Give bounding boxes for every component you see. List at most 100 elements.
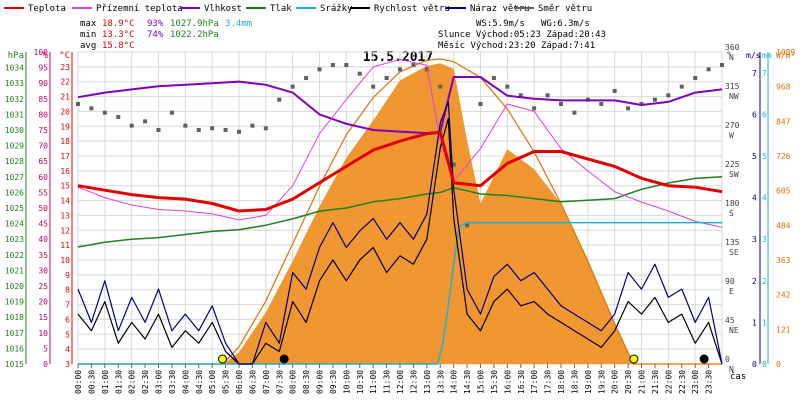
legend-label: Směr větru	[538, 4, 592, 14]
axis-tick-label: 4	[65, 345, 70, 354]
wind-direction-point	[532, 106, 537, 111]
wind-direction-point	[626, 106, 631, 111]
chart-title: 15.5.2017	[363, 50, 433, 65]
axis-tick-label: 7	[752, 69, 757, 78]
wind-direction-point	[76, 102, 80, 106]
axis-tick-label: 1023	[5, 235, 24, 244]
legend-label: Rychlost větru	[374, 4, 450, 14]
axis-tick-label: 9	[65, 271, 70, 280]
axis-tick-label: 4	[762, 194, 767, 203]
x-tick-label: 04:00	[181, 370, 190, 394]
legend-label: Náraz větru	[470, 4, 530, 14]
axis-tick-label: 3	[65, 360, 70, 369]
axis-tick-label: 23	[60, 63, 70, 72]
axis-tick-label: 35	[38, 251, 48, 260]
axis-tick-label: 10	[38, 329, 48, 338]
wind-direction-point	[572, 110, 577, 115]
axis-title: °	[726, 51, 731, 61]
x-tick-label: 14:00	[450, 370, 459, 394]
axis-dir-label: SE	[729, 248, 739, 257]
axis-tick-label: 1026	[5, 188, 24, 197]
legend-label: Srážky	[320, 4, 353, 14]
x-tick-label: 12:30	[409, 370, 418, 394]
axis-tick-label: 605	[776, 187, 791, 196]
wind-direction-point	[277, 97, 282, 102]
series-temperature-line	[77, 130, 723, 213]
x-tick-label: 12:00	[396, 370, 405, 394]
axis-tick-label: 15	[38, 313, 48, 322]
axis-tick-label: 1034	[5, 64, 24, 73]
wind-direction-point	[411, 63, 416, 67]
moon-marker	[699, 354, 709, 364]
x-tick-label: 11:00	[369, 370, 378, 394]
axis-title: hPa	[8, 51, 24, 61]
x-tick-label: 22:30	[678, 370, 687, 394]
axis-tick-label: 1	[752, 318, 757, 327]
x-tick-label: 10:30	[356, 370, 365, 394]
axis-tick-label: 75	[38, 126, 48, 135]
x-tick-label: 02:00	[128, 370, 137, 394]
wind-direction-point	[438, 84, 443, 89]
axis-tick-label: 1031	[5, 110, 24, 119]
stat-max-rain: 3.4mm	[225, 19, 252, 29]
wind-direction-point	[666, 93, 671, 98]
series-rain-line	[78, 221, 722, 365]
axis-tick-label: 20	[38, 298, 48, 307]
stat-max-label: max	[80, 19, 97, 29]
wind-direction-point	[317, 67, 322, 72]
axis-tick-label: 17	[60, 152, 70, 161]
sun-marker	[217, 354, 227, 364]
x-tick-label: 23:00	[691, 370, 700, 394]
axis-tick-label: 1033	[5, 79, 24, 88]
axis-dir-label: NW	[729, 92, 739, 101]
wind-direction-point	[371, 84, 376, 89]
axis-tick-label: 60	[38, 173, 48, 182]
axis-tick-label: 11	[60, 241, 70, 250]
wind-direction-point	[237, 129, 241, 134]
axis-tick-label: 70	[38, 142, 48, 151]
x-tick-label: 19:30	[597, 370, 606, 394]
x-tick-label: 02:30	[141, 370, 150, 394]
x-tick-label: 01:00	[101, 370, 110, 394]
wind-direction-point	[384, 76, 389, 80]
wind-direction-point	[250, 123, 255, 128]
axis-tick-label: 360	[725, 43, 740, 52]
axis-tick-label: 21	[60, 93, 70, 102]
wind-direction-point	[116, 115, 121, 119]
wind-direction-point	[156, 128, 161, 132]
axis-tick-label: 40	[38, 235, 48, 244]
axis-tick-label: 484	[776, 221, 791, 230]
axis-title: W/m²	[776, 51, 795, 60]
wind-direction-point	[304, 76, 309, 80]
axis-tick-label: 0	[752, 360, 757, 369]
axis-tick-label: 16	[60, 167, 70, 176]
axis-tick-label: 1032	[5, 95, 24, 104]
wind-direction-point	[330, 63, 335, 67]
wind-direction-point	[599, 102, 604, 106]
axis-tick-label: 1025	[5, 204, 24, 213]
wind-direction-point	[102, 110, 107, 115]
x-tick-label: 20:00	[611, 370, 620, 394]
wind-direction-point	[398, 67, 402, 72]
stat-sun: Slunce Východ:05:23 Západ:20:43	[438, 30, 606, 40]
wind-direction-point	[89, 106, 94, 111]
x-tick-label: 05:30	[222, 370, 231, 394]
series-theoretical-radiation-line	[78, 58, 722, 365]
axis-tick-label: 270	[725, 121, 740, 130]
stat-min-hum: 74%	[147, 30, 164, 40]
x-tick-label: 11:30	[383, 370, 392, 394]
axis-tick-label: 18	[60, 137, 70, 146]
x-tick-label: 06:00	[235, 370, 244, 394]
x-tick-label: 00:00	[74, 370, 83, 394]
wind-direction-point	[505, 84, 510, 89]
axis-tick-label: 1017	[5, 329, 24, 338]
x-tick-label: 04:30	[195, 370, 204, 394]
axis-tick-label: 65	[38, 157, 48, 166]
legend-label: Přízemní teplota	[96, 4, 183, 14]
axis-tick-label: 0	[725, 355, 730, 364]
wind-direction-point	[612, 89, 617, 93]
axis-tick-label: 1089	[776, 48, 795, 57]
stat-wg: WG:6.3m/s	[541, 19, 590, 29]
